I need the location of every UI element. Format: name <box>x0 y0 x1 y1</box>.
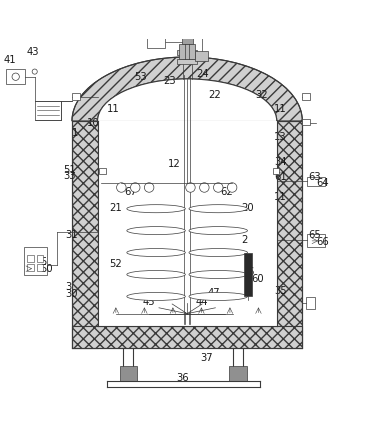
Ellipse shape <box>189 271 247 279</box>
Bar <box>72 93 80 100</box>
Text: 20: 20 <box>241 203 254 213</box>
Text: 51: 51 <box>63 165 76 175</box>
Bar <box>307 176 325 186</box>
Text: 13: 13 <box>274 132 287 142</box>
Bar <box>229 366 247 381</box>
Text: 61: 61 <box>274 171 287 182</box>
Ellipse shape <box>127 205 185 213</box>
Ellipse shape <box>189 205 247 213</box>
Bar <box>306 297 316 308</box>
Ellipse shape <box>127 249 185 256</box>
Bar <box>147 36 165 48</box>
Text: 53: 53 <box>134 72 147 82</box>
Text: 60: 60 <box>251 273 264 284</box>
Text: 41: 41 <box>3 55 16 65</box>
Bar <box>182 35 193 44</box>
Bar <box>302 93 310 100</box>
Text: 37: 37 <box>200 353 213 363</box>
Text: 22: 22 <box>208 89 221 100</box>
Bar <box>98 121 277 326</box>
Circle shape <box>131 183 140 192</box>
Bar <box>72 326 302 348</box>
Ellipse shape <box>189 249 247 256</box>
Bar <box>99 168 106 174</box>
Text: 32: 32 <box>255 89 268 100</box>
Bar <box>302 119 310 125</box>
Bar <box>37 264 43 271</box>
Circle shape <box>144 183 154 192</box>
Text: 34: 34 <box>274 157 287 167</box>
Text: 47: 47 <box>208 288 221 298</box>
Bar <box>307 234 325 247</box>
Text: 2: 2 <box>241 235 248 245</box>
Text: 44: 44 <box>195 297 208 307</box>
Text: 65: 65 <box>308 230 320 241</box>
Text: 10: 10 <box>87 118 100 128</box>
Bar <box>196 20 207 35</box>
Bar <box>244 253 252 296</box>
Ellipse shape <box>189 227 247 235</box>
Text: 6: 6 <box>247 267 254 277</box>
Text: 11: 11 <box>274 104 287 114</box>
Text: 52: 52 <box>109 259 122 268</box>
Text: 11: 11 <box>274 192 287 202</box>
Text: 63: 63 <box>308 172 320 182</box>
Text: 31: 31 <box>65 230 78 241</box>
Polygon shape <box>98 79 277 121</box>
Circle shape <box>200 183 209 192</box>
Text: 43: 43 <box>27 47 39 57</box>
Text: 30: 30 <box>65 288 77 299</box>
Polygon shape <box>72 57 302 121</box>
Circle shape <box>228 183 237 192</box>
Text: 11: 11 <box>107 104 120 114</box>
Ellipse shape <box>127 271 185 279</box>
Bar <box>120 366 137 381</box>
Circle shape <box>186 183 195 192</box>
Bar <box>195 51 208 61</box>
Text: 66: 66 <box>316 237 328 247</box>
Ellipse shape <box>189 292 247 300</box>
Bar <box>179 44 195 59</box>
Text: 36: 36 <box>176 373 189 383</box>
Text: 67: 67 <box>125 187 137 197</box>
Text: 12: 12 <box>168 159 181 169</box>
Bar <box>273 168 279 174</box>
Ellipse shape <box>127 227 185 235</box>
Bar <box>177 59 197 64</box>
Bar <box>28 255 34 262</box>
Circle shape <box>214 183 223 192</box>
Text: 21: 21 <box>109 203 122 213</box>
Bar <box>277 121 302 348</box>
Text: 24: 24 <box>197 69 209 79</box>
Circle shape <box>117 183 126 192</box>
Text: 62: 62 <box>221 187 233 197</box>
Bar <box>28 264 34 271</box>
Bar <box>37 255 43 262</box>
Text: 33: 33 <box>63 171 75 181</box>
Text: 50: 50 <box>40 264 52 274</box>
Text: 3: 3 <box>65 282 71 292</box>
Bar <box>177 50 197 55</box>
Text: 5: 5 <box>40 257 46 268</box>
Bar <box>35 101 61 120</box>
Text: 35: 35 <box>274 286 287 296</box>
Ellipse shape <box>127 292 185 300</box>
Bar <box>6 69 25 85</box>
Text: 64: 64 <box>316 179 328 188</box>
Text: 23: 23 <box>163 77 176 86</box>
Text: 1: 1 <box>72 128 79 138</box>
Bar <box>72 121 98 348</box>
Bar <box>24 247 47 275</box>
Text: 45: 45 <box>143 297 156 307</box>
